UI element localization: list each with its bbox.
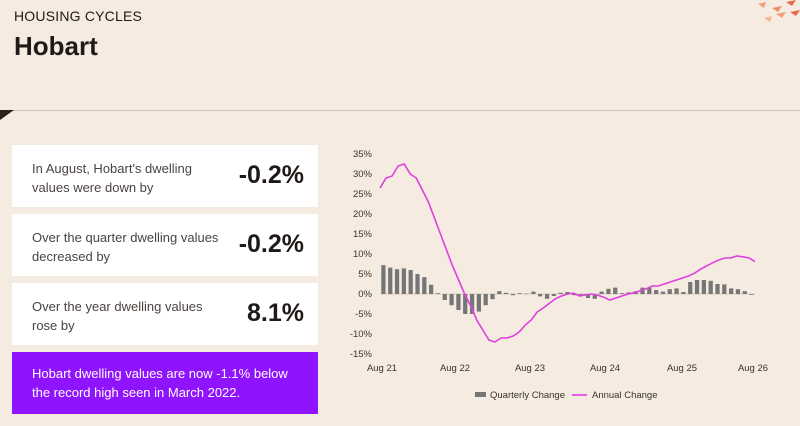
quarterly-change-bar [429, 284, 434, 294]
quarterly-change-bar [490, 294, 495, 300]
x-tick-label: Aug 25 [667, 363, 697, 374]
y-tick-label: -10% [350, 329, 373, 340]
quarterly-change-bar [394, 269, 400, 294]
brand-triangles-decoration [758, 0, 800, 22]
x-axis: Aug 21 Aug 22 Aug 23 Aug 24 Aug 25 Aug 26 [367, 363, 768, 374]
kicker-label: HOUSING CYCLES [14, 8, 143, 24]
y-tick-label: 25% [353, 189, 373, 200]
quarterly-change-bar [469, 294, 475, 314]
quarterly-change-bar [422, 277, 427, 294]
quarterly-change-bar [654, 290, 659, 294]
quarterly-change-bars [381, 265, 754, 314]
housing-cycle-chart: 35% 30% 25% 20% 15% 10% 5% 0% -5% -10% -15% Aug 21… [350, 149, 768, 401]
quarterly-change-bar [579, 294, 584, 296]
x-tick-label: Aug 21 [367, 363, 397, 374]
quarterly-change-bar [463, 294, 468, 314]
quarterly-change-bar [456, 294, 461, 310]
quarterly-change-bar [694, 280, 700, 294]
quarterly-change-bar [735, 289, 741, 294]
quarterly-change-bar [729, 288, 734, 294]
quarterly-change-bar [681, 292, 686, 294]
stat-card-label: Over the quarter dwelling values decreas… [32, 230, 219, 264]
callout-text: Hobart dwelling values are now -1.1% bel… [32, 366, 288, 400]
quarterly-change-bar [449, 294, 454, 306]
x-tick-label: Aug 22 [440, 363, 470, 374]
y-tick-label: 10% [353, 249, 373, 260]
y-tick-label: 0% [358, 289, 372, 300]
quarterly-change-bar [401, 268, 406, 294]
page-title: Hobart [14, 31, 98, 61]
quarterly-change-bar [517, 293, 522, 294]
quarterly-change-bar [613, 287, 618, 294]
quarterly-change-bar [749, 294, 754, 295]
quarterly-change-bar [565, 292, 570, 294]
quarterly-change-bar [647, 287, 652, 294]
quarterly-change-bar [572, 294, 577, 296]
stat-card-quarterly: Over the quarter dwelling values decreas… [12, 214, 318, 276]
legend-swatch-quarterly [475, 392, 486, 397]
chart-legend: Quarterly Change Annual Change [475, 390, 658, 401]
quarterly-change-bar [544, 294, 550, 299]
quarterly-change-bar [722, 284, 727, 294]
stat-card-value: -0.2% [238, 161, 304, 189]
quarterly-change-bar [585, 294, 591, 298]
quarterly-change-bar [524, 293, 529, 295]
y-tick-label: 15% [353, 229, 373, 240]
quarterly-change-bar [599, 291, 604, 294]
x-tick-label: Aug 24 [590, 363, 620, 374]
quarterly-change-bar [504, 292, 509, 294]
stat-card-label: Over the year dwelling values rose by [32, 299, 203, 333]
quarterly-change-bar [592, 294, 597, 299]
quarterly-change-bar [415, 274, 420, 294]
record-high-callout: Hobart dwelling values are now -1.1% bel… [12, 352, 318, 414]
x-tick-label: Aug 23 [515, 363, 545, 374]
y-tick-label: 30% [353, 169, 373, 180]
quarterly-change-bar [708, 280, 713, 294]
quarterly-change-bar [442, 294, 447, 300]
y-tick-label: -15% [350, 349, 373, 360]
quarterly-change-bar [538, 294, 543, 297]
quarterly-change-bar [558, 292, 563, 294]
divider-notch [0, 110, 14, 120]
quarterly-change-bar [388, 267, 393, 294]
y-tick-label: 35% [353, 149, 373, 160]
quarterly-change-bar [408, 270, 413, 294]
stat-card-value: 8.1% [247, 299, 304, 327]
quarterly-change-bar [483, 294, 488, 306]
quarterly-change-bar [660, 291, 666, 294]
quarterly-change-bar [619, 293, 625, 294]
y-axis: 35% 30% 25% 20% 15% 10% 5% 0% -5% -10% -15% [350, 149, 373, 360]
quarterly-change-bar [510, 294, 516, 296]
quarterly-change-bar [701, 280, 706, 294]
quarterly-change-bar [531, 291, 536, 294]
header: HOUSING CYCLES Hobart [14, 8, 142, 62]
legend-label-quarterly: Quarterly Change [490, 390, 565, 401]
quarterly-change-bar [606, 288, 611, 294]
quarterly-change-bar [742, 291, 747, 294]
header-divider [0, 110, 800, 111]
y-tick-label: -5% [355, 309, 372, 320]
quarterly-change-bar [381, 265, 386, 294]
x-tick-label: Aug 26 [738, 363, 768, 374]
quarterly-change-bar [551, 294, 556, 296]
stat-card-value: -0.2% [238, 230, 304, 258]
quarterly-change-bar [497, 291, 502, 294]
legend-label-annual: Annual Change [592, 390, 658, 401]
stat-card-label: In August, Hobart's dwelling values were… [32, 161, 193, 195]
quarterly-change-bar [715, 284, 720, 294]
quarterly-change-bar [435, 293, 441, 294]
y-tick-label: 20% [353, 209, 373, 220]
quarterly-change-bar [674, 288, 679, 294]
y-tick-label: 5% [358, 269, 372, 280]
quarterly-change-bar [667, 289, 672, 294]
stat-card-monthly: In August, Hobart's dwelling values were… [12, 145, 318, 207]
annual-change-line [379, 163, 756, 343]
stat-card-annual: Over the year dwelling values rose by 8.… [12, 283, 318, 345]
quarterly-change-bar [476, 294, 481, 312]
quarterly-change-bar [688, 282, 693, 294]
